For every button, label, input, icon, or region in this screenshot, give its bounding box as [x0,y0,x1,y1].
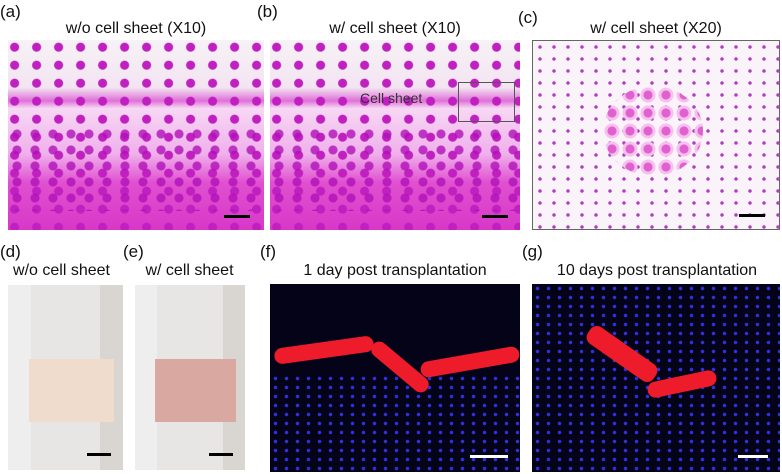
panel-label-e: (e) [123,242,144,261]
histology-image-a [8,40,264,230]
histology-image-c [532,40,780,230]
scale-bar [209,453,233,456]
histology-image-b: Cell sheet [270,40,520,230]
cell-sheet-annotation: Cell sheet [360,90,423,106]
panel-title-g: 10 days post transplantation [556,262,758,279]
scale-bar [739,214,765,217]
panel-title-a: w/o cell sheet (X10) [65,20,207,37]
photo-e [135,285,245,470]
panel-label-b: (b) [257,2,278,21]
panel-label-g: (g) [522,242,543,261]
scale-bar [87,453,111,456]
scale-bar [738,455,768,458]
panel-title-f: 1 day post transplantation [303,262,487,279]
fluorescence-image-g [532,284,780,472]
photo-d [8,285,123,470]
panel-title-c: w/ cell sheet (X20) [590,20,722,37]
scale-bar [470,455,508,458]
vessel-cluster [603,86,703,176]
panel-label-c: (c) [518,8,538,27]
panel-title-d: w/o cell sheet [13,262,110,279]
panel-title-e: w/ cell sheet [145,262,234,279]
panel-label-a: (a) [0,2,21,21]
panel-label-d: (d) [0,242,21,261]
inset-box [458,82,515,122]
scale-bar [482,215,508,218]
scale-bar [224,215,250,218]
fluorescence-image-f [270,284,520,472]
panel-title-b: w/ cell sheet (X10) [329,20,461,37]
panel-label-f: (f) [260,242,277,261]
